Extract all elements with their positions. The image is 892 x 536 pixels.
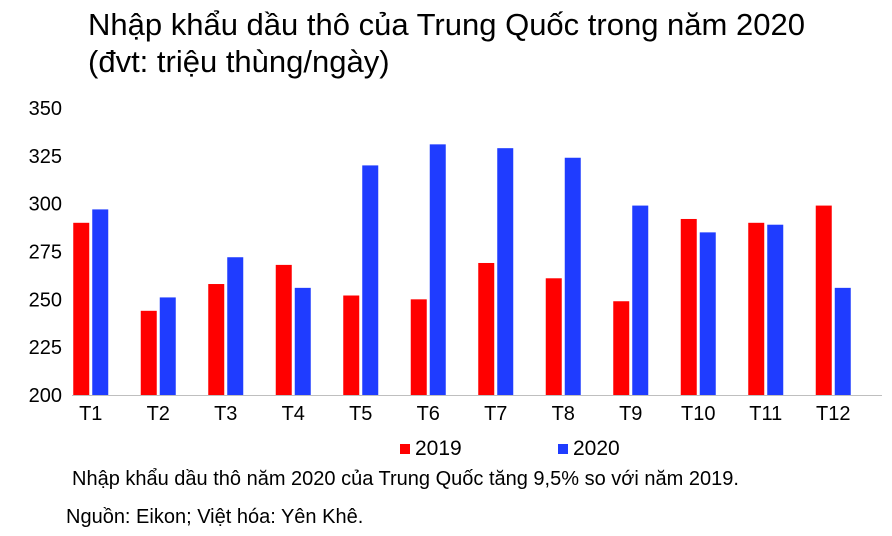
bar-2019-T4 [275, 264, 292, 395]
x-tick-label-T10: T10 [681, 403, 715, 425]
x-tick-label-T4: T4 [282, 403, 305, 425]
bar-2019-T11 [748, 222, 765, 395]
bar-chart: 200 225 250 275 300 325 350 T1 T2 T3 T4 T5 T6 T7 T8 T9 T… [29, 98, 882, 425]
bar-2020-T1 [92, 209, 109, 395]
legend-label-2019: 2019 [415, 437, 462, 460]
bar-2019-T8 [545, 278, 562, 395]
x-tick-label-T9: T9 [619, 403, 642, 425]
legend-swatch-2019 [400, 444, 410, 454]
chart-subtitle: (đvt: triệu thùng/ngày) [88, 44, 390, 79]
x-tick-label-T12: T12 [816, 403, 850, 425]
x-tick-label-T3: T3 [214, 403, 237, 425]
bar-2019-T2 [140, 310, 157, 395]
chart-title: Nhập khẩu dầu thô của Trung Quốc trong n… [88, 6, 878, 80]
bar-2020-T12 [834, 287, 851, 395]
y-tick-label-200: 200 [29, 385, 62, 407]
chart-title-text: Nhập khẩu dầu thô của Trung Quốc trong n… [88, 7, 805, 42]
bar-2019-T3 [208, 284, 225, 395]
bar-2020-T7 [497, 148, 514, 395]
bar-2019-T7 [478, 262, 495, 395]
x-tick-label-T5: T5 [349, 403, 372, 425]
bar-2019-T9 [613, 301, 630, 395]
legend-item-2020: 2020 [558, 437, 620, 461]
y-tick-label-225: 225 [29, 337, 62, 359]
legend-swatch-2020 [558, 444, 568, 454]
x-tick-label-T11: T11 [749, 403, 782, 425]
y-tick-label-250: 250 [29, 289, 62, 311]
x-tick-label-T1: T1 [79, 403, 102, 425]
y-tick-label-300: 300 [29, 194, 62, 216]
bar-2020-T9 [632, 205, 649, 395]
bar-2019-T6 [410, 299, 427, 395]
bar-2020-T11 [767, 224, 784, 395]
bar-2020-T2 [159, 297, 176, 395]
legend-item-2019: 2019 [400, 437, 462, 461]
bar-2019-T1 [73, 222, 90, 395]
y-tick-label-325: 325 [29, 146, 62, 168]
y-tick-label-350: 350 [29, 98, 62, 120]
x-tick-label-T8: T8 [552, 403, 575, 425]
legend-label-2020: 2020 [573, 437, 620, 460]
x-tick-label-T7: T7 [484, 403, 507, 425]
bar-2020-T5 [362, 165, 379, 395]
bar-2020-T10 [699, 232, 716, 395]
y-tick-label-275: 275 [29, 242, 62, 264]
bar-2020-T8 [564, 157, 581, 395]
bar-2020-T4 [294, 287, 311, 395]
x-tick-label-T2: T2 [147, 403, 170, 425]
x-tick-label-T6: T6 [417, 403, 440, 425]
bar-2019-T12 [815, 205, 832, 395]
bar-2020-T3 [227, 257, 244, 395]
bar-2020-T6 [429, 144, 446, 395]
chart-source: Nguồn: Eikon; Việt hóa: Yên Khê. [66, 506, 364, 528]
bar-2019-T10 [680, 218, 697, 395]
bar-2019-T5 [343, 295, 360, 395]
chart-note: Nhập khẩu dầu thô năm 2020 của Trung Quố… [72, 468, 739, 490]
